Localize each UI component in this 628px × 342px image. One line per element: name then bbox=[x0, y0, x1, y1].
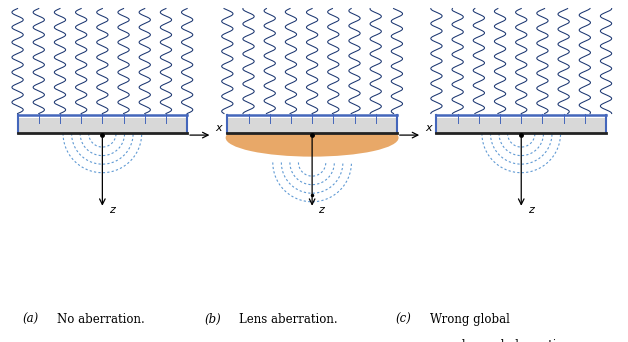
Text: Wrong global: Wrong global bbox=[430, 313, 510, 326]
Text: sound speed aberration.: sound speed aberration. bbox=[430, 339, 575, 342]
Text: $x$: $x$ bbox=[425, 123, 434, 133]
Text: Lens aberration.: Lens aberration. bbox=[239, 313, 337, 326]
Text: $z$: $z$ bbox=[109, 205, 117, 214]
Text: $z$: $z$ bbox=[318, 205, 327, 214]
Text: (b): (b) bbox=[204, 313, 221, 326]
Text: (c): (c) bbox=[396, 313, 411, 326]
Bar bbox=[18, 118, 187, 133]
Bar bbox=[436, 118, 606, 133]
Text: $x$: $x$ bbox=[215, 123, 224, 133]
Text: (a): (a) bbox=[22, 313, 38, 326]
Ellipse shape bbox=[225, 119, 399, 157]
Bar bbox=[227, 118, 397, 133]
Text: No aberration.: No aberration. bbox=[57, 313, 144, 326]
Text: $z$: $z$ bbox=[528, 205, 536, 214]
